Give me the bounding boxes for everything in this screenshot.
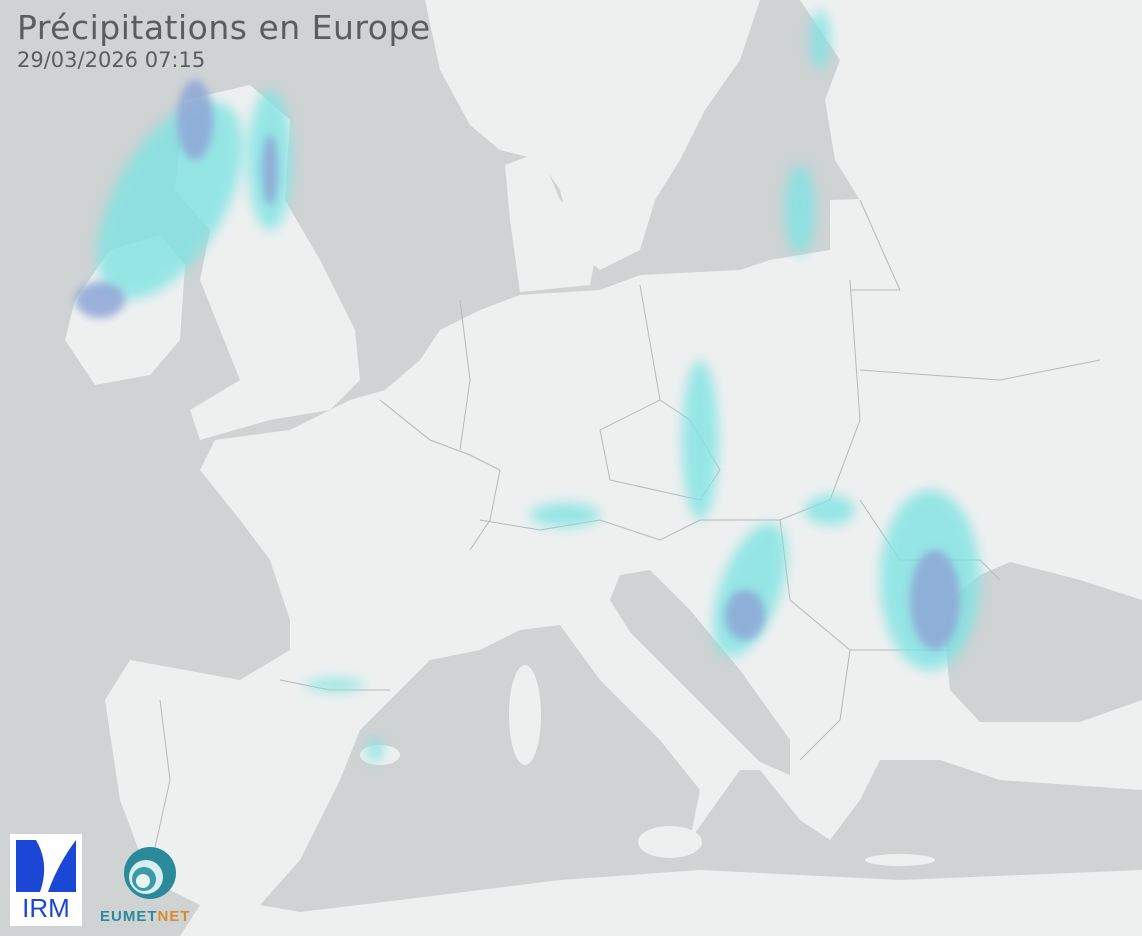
eumetnet-logo-mark — [124, 847, 176, 899]
timestamp: 29/03/2026 07:15 — [17, 48, 206, 72]
irm-logo-mark — [16, 840, 76, 892]
page-title: Précipitations en Europe — [17, 8, 431, 47]
black-sea — [945, 562, 1142, 722]
precipitation — [75, 10, 980, 762]
eumetnet-logo-text: EUMETNET — [100, 908, 191, 925]
adriatic-sea — [610, 570, 790, 775]
crete — [865, 854, 935, 866]
finland-russia — [800, 0, 1142, 200]
mediterranean-sea — [260, 625, 1142, 912]
eumetnet-logo: EUMETNET — [100, 845, 200, 925]
seas — [260, 562, 1142, 912]
sicily — [638, 826, 702, 858]
islands — [360, 665, 935, 866]
scandinavia — [425, 0, 760, 270]
corsica-sardinia — [509, 665, 541, 765]
irm-logo: IRM — [10, 834, 82, 926]
denmark — [505, 152, 600, 292]
irm-logo-text: IRM — [22, 893, 70, 923]
